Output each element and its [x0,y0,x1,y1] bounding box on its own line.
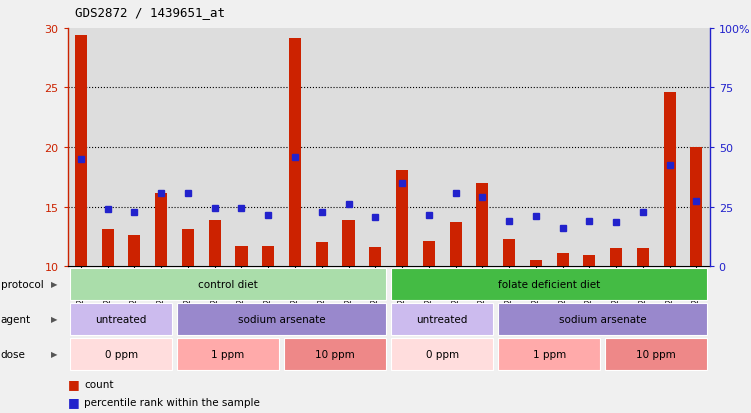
Text: agent: agent [1,314,31,324]
Bar [101,230,113,266]
Text: 10 ppm: 10 ppm [636,349,676,359]
Text: sodium arsenate: sodium arsenate [559,314,647,324]
Bar [529,261,541,266]
Text: GDS2872 / 1439651_at: GDS2872 / 1439651_at [75,6,225,19]
Text: 0 ppm: 0 ppm [426,349,459,359]
Bar [75,36,87,266]
Bar [556,253,569,266]
Text: count: count [84,379,113,389]
Bar [182,230,194,266]
Text: untreated: untreated [417,314,468,324]
Bar [315,243,327,266]
Text: control diet: control diet [198,279,258,289]
Text: ■: ■ [68,377,80,391]
Bar [155,194,167,266]
Bar [423,242,435,266]
Text: ■: ■ [68,395,80,408]
Text: sodium arsenate: sodium arsenate [238,314,325,324]
Text: dose: dose [1,349,26,359]
Text: ▶: ▶ [51,315,57,323]
Text: ▶: ▶ [51,350,57,358]
Bar [584,256,596,266]
Bar [476,183,488,266]
Bar [262,246,274,266]
Text: protocol: protocol [1,279,44,289]
Text: 1 ppm: 1 ppm [532,349,566,359]
Text: 0 ppm: 0 ppm [104,349,137,359]
Bar [289,38,301,266]
Text: untreated: untreated [95,314,146,324]
Bar [690,148,702,266]
Text: percentile rank within the sample: percentile rank within the sample [84,397,260,407]
Bar [342,220,354,266]
Bar [236,246,248,266]
Bar [503,239,515,266]
Text: folate deficient diet: folate deficient diet [498,279,600,289]
Text: 10 ppm: 10 ppm [315,349,355,359]
Bar [369,247,382,266]
Bar [610,249,622,266]
Text: 1 ppm: 1 ppm [212,349,245,359]
Bar [209,220,221,266]
Bar [664,93,676,266]
Text: ▶: ▶ [51,280,57,288]
Bar [637,249,649,266]
Bar [450,223,462,266]
Bar [128,235,140,266]
Bar [396,170,408,266]
